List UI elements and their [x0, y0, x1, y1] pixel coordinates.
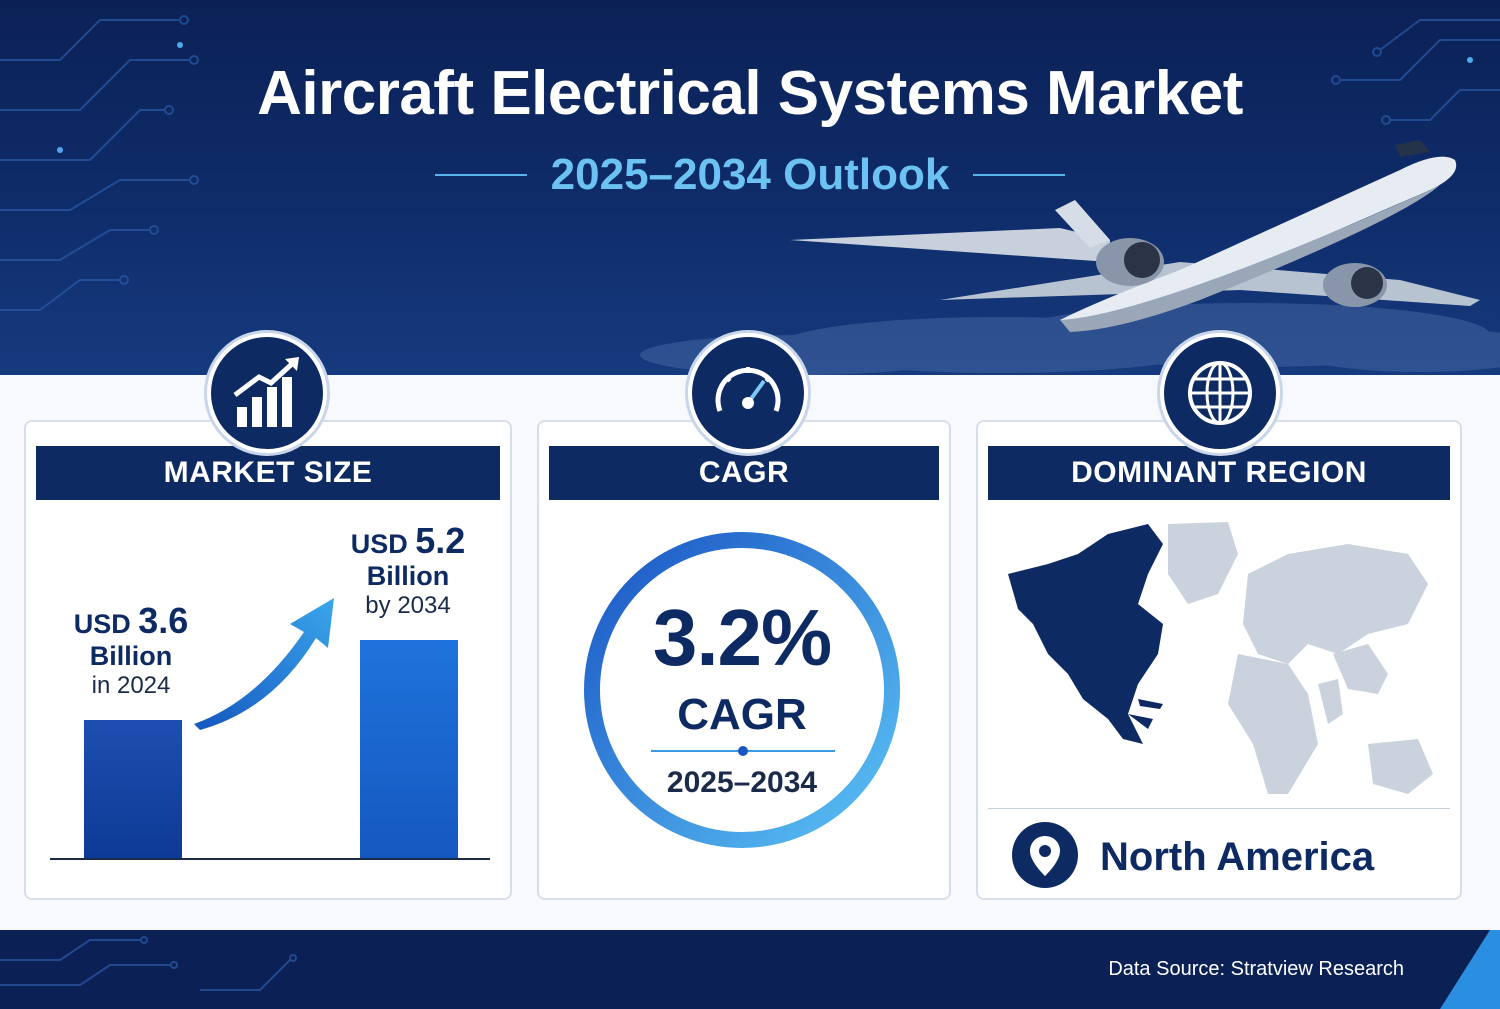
subtitle-divider-right: [973, 174, 1066, 176]
region-heading: DOMINANT REGION: [988, 446, 1450, 500]
market-size-heading: MARKET SIZE: [36, 446, 500, 500]
subtitle-divider-left: [434, 174, 527, 176]
market-size-card: MARKET SIZE USD 3.6 Billion in 2024 USD …: [24, 420, 512, 900]
market-size-2024-label: USD 3.6 Billion in 2024: [56, 600, 206, 700]
value-2024: 3.6: [138, 600, 189, 641]
currency-2034: USD: [350, 529, 408, 559]
page-title: Aircraft Electrical Systems Market: [257, 59, 1243, 128]
cagr-divider-dot: [738, 746, 748, 756]
cagr-card: CAGR 3.2% CAGR 2025–2034: [537, 420, 951, 900]
world-map: [1008, 522, 1433, 794]
region-card: DOMINANT REGION North America: [976, 420, 1462, 900]
bar-2024: [84, 720, 182, 858]
footer-decoration: [0, 930, 1500, 1009]
growth-arrow: [194, 598, 334, 730]
unit-2024: Billion: [89, 641, 173, 672]
north-america-highlight: [1008, 524, 1163, 744]
region-name: North America: [1100, 835, 1375, 879]
speedometer-icon: [688, 333, 808, 453]
globe-icon: [1160, 333, 1280, 453]
cagr-ring: [584, 532, 900, 848]
period-2034: by 2034: [365, 592, 451, 620]
cagr-value: 3.2%: [652, 593, 832, 682]
period-2024: in 2024: [91, 672, 171, 700]
location-pin-icon: [1012, 822, 1078, 888]
subtitle-row: 2025–2034 Outlook: [0, 150, 1500, 200]
cagr-period: 2025–2034: [666, 766, 818, 799]
cagr-heading: CAGR: [549, 446, 939, 500]
chart-baseline: [50, 858, 490, 860]
footer-bar: Data Source: Stratview Research: [0, 930, 1500, 1009]
growth-chart-icon: [207, 333, 327, 453]
data-source: Data Source: Stratview Research: [1108, 958, 1404, 980]
hero-banner: Aircraft Electrical Systems Market 2025–…: [0, 0, 1500, 375]
world-map-rest: [1168, 522, 1433, 794]
airplane-illustration: [790, 140, 1480, 332]
market-size-2034-label: USD 5.2 Billion by 2034: [328, 520, 488, 620]
cagr-label: CAGR: [677, 690, 807, 739]
region-divider: [988, 808, 1450, 809]
unit-2034: Billion: [366, 561, 450, 592]
page-subtitle: 2025–2034 Outlook: [550, 150, 950, 199]
currency-2024: USD: [73, 609, 131, 639]
bar-2034: [360, 640, 458, 858]
value-2034: 5.2: [415, 520, 466, 561]
